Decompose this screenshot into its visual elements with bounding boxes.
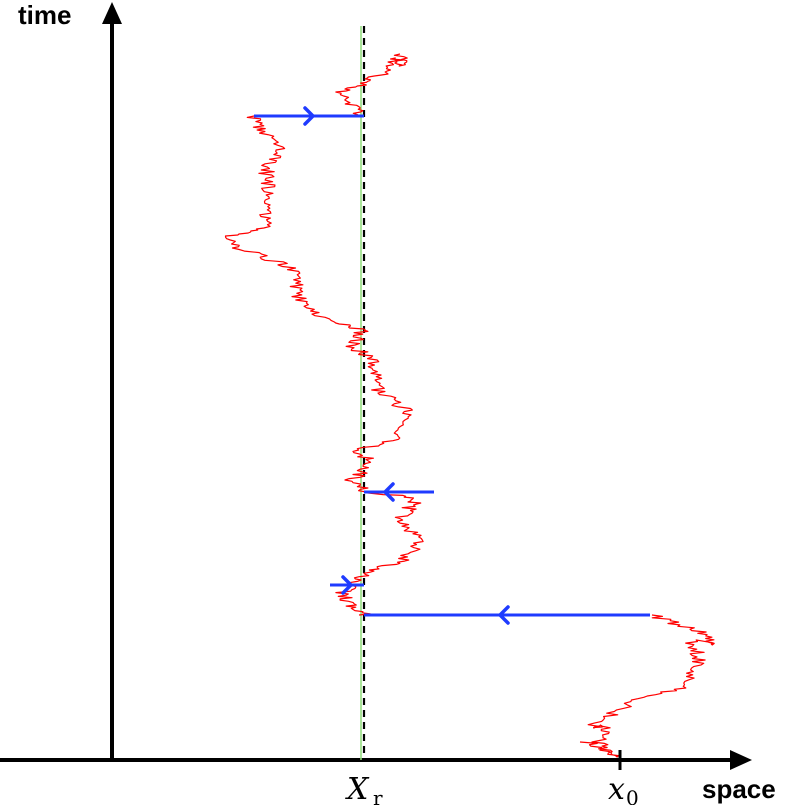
reset-point-label: X r xyxy=(345,772,383,805)
time-axis-arrowhead xyxy=(102,2,122,24)
start-point-sub: 0 xyxy=(626,786,639,805)
space-axis-arrowhead xyxy=(730,750,752,770)
reset-point-base: X xyxy=(345,772,370,805)
start-point-base: x xyxy=(608,772,625,805)
reset-point-sub: r xyxy=(373,786,383,805)
path-segment-5 xyxy=(335,53,408,117)
reset-jump-2 xyxy=(364,482,434,502)
time-axis-label: time xyxy=(18,0,71,30)
jump-direction-icon xyxy=(341,575,354,595)
path-segment-3 xyxy=(344,329,413,493)
path-segment-4 xyxy=(224,115,366,331)
reset-jump-3 xyxy=(330,575,364,595)
jump-direction-icon xyxy=(303,106,316,126)
start-point-label: x 0 xyxy=(608,772,639,805)
path-segment-1 xyxy=(579,614,715,758)
jump-direction-icon xyxy=(497,605,510,625)
space-axis-label: space xyxy=(702,774,776,804)
reset-jump-1 xyxy=(254,106,364,126)
jump-direction-icon xyxy=(382,482,395,502)
reset-jump-4 xyxy=(364,605,650,625)
random-walk-path xyxy=(224,53,715,758)
path-segment-2 xyxy=(335,491,424,616)
